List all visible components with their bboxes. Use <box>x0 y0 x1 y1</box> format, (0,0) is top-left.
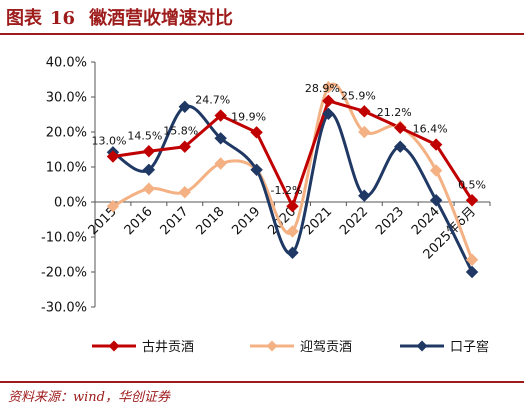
legend-swatch-marker <box>416 340 428 352</box>
data-label: 15.8% <box>163 125 198 138</box>
data-point <box>214 109 227 122</box>
data-point <box>429 194 443 207</box>
data-label: 19.9% <box>231 110 266 123</box>
legend-label: 古井贡酒 <box>142 340 194 355</box>
y-tick-label: 20.0% <box>46 126 87 141</box>
data-point <box>358 105 371 118</box>
x-tick-label: 2018 <box>194 204 228 238</box>
data-point <box>465 194 479 207</box>
data-label: 16.4% <box>413 123 448 136</box>
x-tick-label: 2023 <box>373 204 407 238</box>
data-point <box>322 94 335 108</box>
x-tick-label: 2022 <box>337 204 371 238</box>
source-note: 资料来源：wind，华创证券 <box>8 390 170 405</box>
data-point <box>250 126 263 139</box>
x-tick-label: 2024 <box>409 204 443 238</box>
data-point <box>178 140 191 153</box>
data-label: 13.0% <box>91 135 126 148</box>
legend-swatch-marker <box>108 340 120 352</box>
data-point <box>142 182 156 195</box>
x-tick-label: 2016 <box>122 204 156 238</box>
legend-swatch-marker <box>266 340 278 352</box>
figure-title-text: 徽酒营收增速对比 <box>89 8 234 29</box>
data-label: 0.5% <box>458 178 486 191</box>
data-point <box>394 140 407 153</box>
data-point <box>178 100 191 114</box>
data-point <box>465 253 479 266</box>
data-point <box>214 157 227 170</box>
data-point <box>142 163 156 177</box>
data-label: -1.2% <box>271 184 303 197</box>
data-point <box>106 150 120 163</box>
legend-label: 迎驾贡酒 <box>300 340 352 355</box>
data-point <box>322 107 335 121</box>
y-tick-label: 30.0% <box>46 91 87 106</box>
data-label: 21.2% <box>377 106 412 119</box>
data-point <box>106 199 120 213</box>
x-tick-label: 2019 <box>229 204 263 238</box>
legend-label: 口子窖 <box>450 339 489 355</box>
data-point <box>358 189 371 202</box>
figure-title-number: 16 <box>50 8 76 29</box>
data-point <box>178 185 191 199</box>
data-label: 24.7% <box>195 94 230 107</box>
data-point <box>286 246 299 259</box>
y-tick-label: 10.0% <box>46 161 87 176</box>
y-tick-label: -20.0% <box>41 266 87 281</box>
source-rule <box>0 381 524 383</box>
y-tick-label: -30.0% <box>41 301 87 316</box>
x-tick-label: 2017 <box>158 204 192 238</box>
figure-title: 图表 16 徽酒营收增速对比 <box>6 4 233 30</box>
title-rule <box>0 33 524 35</box>
data-point <box>429 164 443 177</box>
figure-title-prefix: 图表 <box>6 8 42 29</box>
data-point <box>358 125 371 139</box>
y-tick-label: 0.0% <box>54 196 87 211</box>
data-point <box>286 199 299 213</box>
data-point <box>250 163 263 177</box>
y-tick-label: 40.0% <box>46 56 87 71</box>
data-point <box>322 80 335 94</box>
data-point <box>214 132 227 145</box>
data-point <box>394 121 407 135</box>
data-label: 14.5% <box>127 129 162 142</box>
revenue-growth-line-chart: -30.0% -20.0% -10.0% 0.0% 10.0% 20.0% 30.0% 40.… <box>41 56 491 355</box>
data-label: 25.9% <box>341 89 376 102</box>
data-point <box>286 225 299 238</box>
y-tick-label: -10.0% <box>41 231 87 246</box>
data-point <box>465 265 479 279</box>
data-point <box>429 138 443 151</box>
data-label: 28.9% <box>305 82 340 95</box>
data-point <box>142 145 156 158</box>
